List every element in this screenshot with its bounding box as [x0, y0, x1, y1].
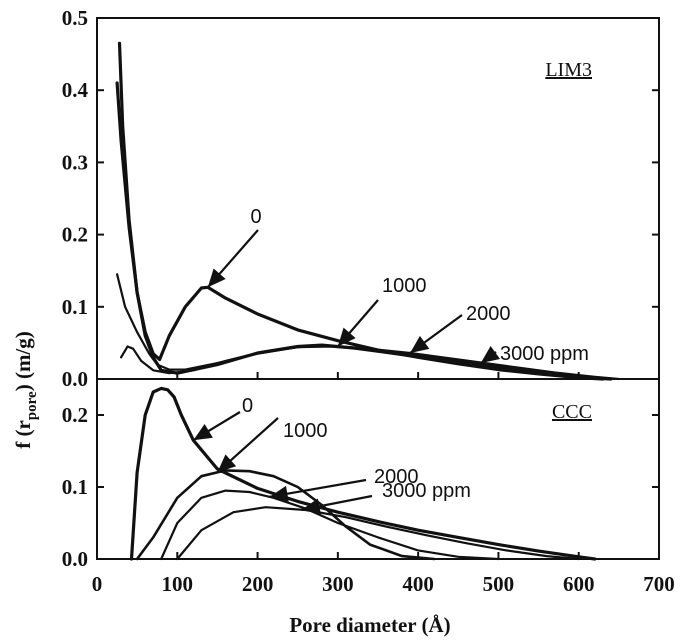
y-tick-label: 0.1: [62, 475, 88, 499]
y-tick-label: 0.2: [62, 403, 88, 427]
annotation-arrowhead: [301, 498, 321, 515]
series-line-ccc-2: [160, 489, 500, 561]
x-tick-label: 200: [242, 572, 274, 596]
annotation-arrowhead: [207, 268, 226, 288]
annotation-label: 2000: [466, 303, 511, 325]
annotation-label: 1000: [283, 420, 328, 442]
series-line-lim3-1: [117, 41, 613, 381]
panel-label-lim3: LIM3: [545, 59, 592, 81]
series-line-lim3-0: [115, 81, 605, 381]
annotation-arrowhead: [193, 424, 213, 441]
y-tick-label: 0.1: [62, 295, 88, 319]
y-tick-label: 0.0: [62, 547, 88, 571]
y-tick-label: 0.0: [62, 367, 88, 391]
bottom-panel-frame: [96, 378, 660, 560]
annotation-label: 0: [250, 206, 261, 228]
series-line-ccc-3: [176, 506, 580, 561]
series-line-ccc-0: [129, 386, 597, 561]
y-axis-title-units: ) (m/g): [11, 331, 35, 391]
x-tick-label: 100: [162, 572, 194, 596]
x-tick-label: 400: [402, 572, 434, 596]
x-tick-label: 500: [483, 572, 515, 596]
annotation-label: 2000: [374, 466, 419, 488]
annotation-arrowhead: [269, 485, 289, 502]
y-axis-title: f (rpore) (m/g): [11, 331, 40, 449]
annotation-label: 3000 ppm: [382, 480, 471, 502]
annotation-arrowhead: [337, 327, 356, 347]
x-axis-title: Pore diameter (Å): [289, 613, 450, 637]
annotation-arrowhead: [480, 346, 501, 364]
x-tick-label: 700: [643, 572, 675, 596]
annotation-arrowhead: [410, 335, 430, 354]
y-tick-label: 0.3: [62, 150, 88, 174]
panel-label-ccc: CCC: [552, 401, 592, 423]
series-line-lim3-3: [120, 345, 604, 381]
annotation-arrowhead: [217, 454, 237, 473]
y-tick-label: 0.5: [62, 6, 88, 30]
series-line-ccc-1: [135, 469, 436, 561]
x-tick-label: 0: [92, 572, 103, 596]
annotation-label: 1000: [382, 275, 427, 297]
y-axis-title-main: f (r: [11, 420, 35, 449]
x-tick-label: 300: [322, 572, 354, 596]
annotation-label: 3000 ppm: [500, 343, 589, 365]
y-tick-label: 0.4: [62, 78, 89, 102]
x-tick-label: 600: [563, 572, 595, 596]
y-axis-title-sub: pore: [24, 391, 40, 420]
y-tick-label: 0.2: [62, 223, 88, 247]
annotation-label: 0: [242, 395, 253, 417]
